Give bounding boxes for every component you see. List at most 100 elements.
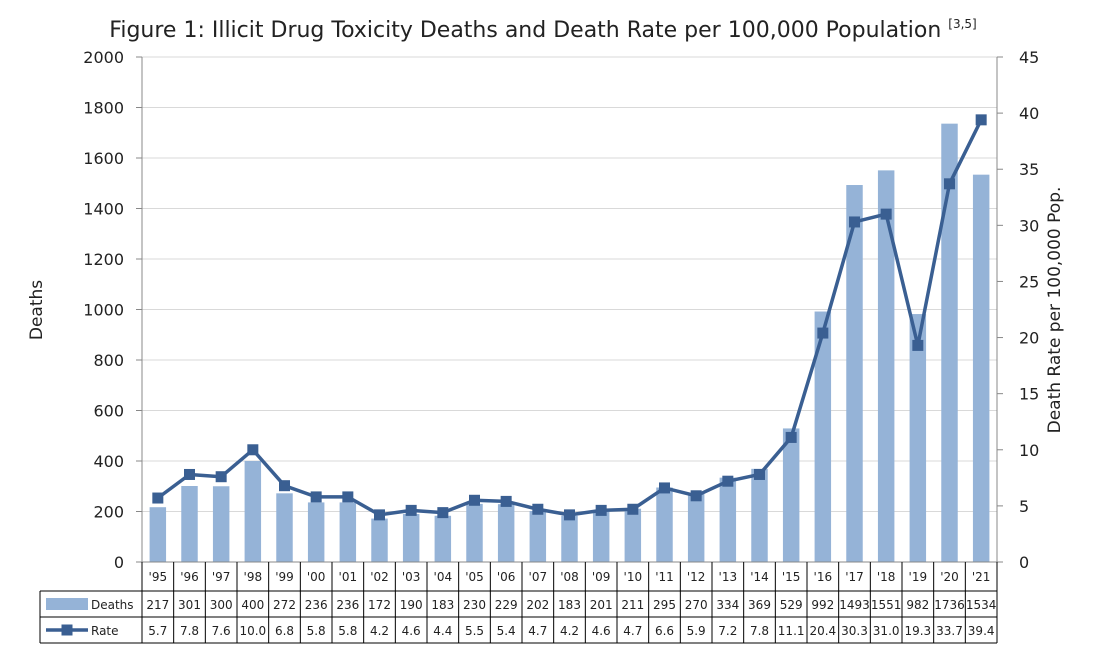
bar (529, 510, 547, 562)
legend-key-deaths (46, 598, 88, 610)
table-cell-rate: 6.8 (275, 624, 294, 638)
table-cell-deaths: 992 (811, 598, 834, 612)
bar (307, 502, 325, 562)
y2-tick-label: 5 (1019, 497, 1029, 516)
y2-axis-title: Death Rate per 100,000 Pop. (1045, 187, 1065, 434)
rate-marker (437, 507, 449, 519)
table-cell-rate: 4.6 (592, 624, 611, 638)
table-cell-deaths: 369 (748, 598, 771, 612)
table-cell-deaths: 295 (653, 598, 676, 612)
x-tick-label: '05 (465, 570, 484, 584)
table-cell-deaths: 229 (495, 598, 518, 612)
table-cell-rate: 5.9 (687, 624, 706, 638)
bar (972, 174, 990, 563)
table-cell-deaths: 183 (558, 598, 581, 612)
y2-tick-label: 30 (1019, 216, 1039, 235)
x-tick-label: '14 (750, 570, 769, 584)
y-tick-label: 0 (114, 553, 124, 572)
table-cell-deaths: 230 (463, 598, 486, 612)
line-series-rate (152, 114, 987, 521)
bar (181, 485, 198, 562)
table-cell-rate: 4.2 (560, 624, 579, 638)
x-tick-label: '17 (845, 570, 864, 584)
y2-tick-label: 40 (1019, 104, 1039, 123)
bar (149, 507, 167, 562)
bar (561, 515, 578, 562)
table-cell-deaths: 202 (526, 598, 549, 612)
bar (846, 185, 863, 562)
x-tick-label: '96 (180, 570, 199, 584)
bar (244, 461, 262, 562)
table-cell-deaths: 1493 (839, 598, 870, 612)
x-tick-label: '02 (370, 570, 389, 584)
legend-key-rate-marker (61, 624, 73, 636)
table-cell-rate: 30.3 (841, 624, 868, 638)
bar (782, 428, 800, 562)
gridlines (142, 56, 997, 512)
x-tick-label: '20 (940, 570, 959, 584)
table-cell-rate: 19.3 (904, 624, 931, 638)
table-cell-deaths: 400 (241, 598, 264, 612)
rate-marker (215, 471, 227, 483)
bar (909, 314, 927, 562)
rate-marker (405, 504, 417, 516)
table-cell-rate: 10.0 (239, 624, 266, 638)
axes: 0 200 400 600 800 1000 1200 1400 1600 1800 2000 0 5 1… (83, 48, 1039, 572)
rate-marker (500, 495, 512, 507)
table-cell-rate: 33.7 (936, 624, 963, 638)
y-tick-label: 1800 (83, 99, 124, 118)
table-cell-rate: 4.6 (402, 624, 421, 638)
x-tick-label: '21 (972, 570, 991, 584)
table-cell-rate: 7.8 (180, 624, 199, 638)
table-cell-deaths: 301 (178, 598, 201, 612)
bar (497, 504, 515, 562)
rate-marker (912, 339, 924, 351)
x-tick-label: '08 (560, 570, 579, 584)
table-cell-rate: 5.8 (338, 624, 357, 638)
table-cell-deaths: 1551 (871, 598, 902, 612)
bar (212, 486, 230, 562)
x-tick-label: '09 (592, 570, 611, 584)
rate-marker (247, 444, 259, 456)
table-cell-deaths: 236 (305, 598, 328, 612)
x-tick-label: '95 (149, 570, 168, 584)
x-tick-label: '10 (624, 570, 643, 584)
data-table: '95 '96 '97 '98 '99 '00 '01 '02 '03 '04 '05 '06 '07 '… (39, 562, 998, 644)
x-tick-label: '00 (307, 570, 326, 584)
x-tick-label: '03 (402, 570, 421, 584)
bar (719, 477, 737, 562)
y-tick-label: 1200 (83, 250, 124, 269)
rate-marker (564, 509, 575, 521)
table-cell-rate: 39.4 (968, 624, 995, 638)
table-cell-deaths: 1534 (966, 598, 997, 612)
bar (877, 170, 895, 562)
table-cell-deaths: 272 (273, 598, 296, 612)
table-cell-rate: 5.7 (148, 624, 167, 638)
table-cell-deaths: 236 (336, 598, 359, 612)
table-cell-rate: 7.6 (212, 624, 231, 638)
x-tick-label: '19 (909, 570, 928, 584)
table-cell-rate: 11.1 (778, 624, 805, 638)
bar-series-deaths (149, 123, 990, 563)
table-cell-rate: 7.2 (718, 624, 737, 638)
rate-marker (659, 482, 670, 494)
table-cell-rate: 4.2 (370, 624, 389, 638)
chart-title-superscript: [3,5] (948, 17, 976, 31)
table-cell-rate: 6.6 (655, 624, 674, 638)
table-cell-rate: 20.4 (809, 624, 836, 638)
y-tick-label: 2000 (83, 48, 124, 67)
y2-tick-label: 0 (1019, 553, 1029, 572)
table-cell-rate: 4.7 (623, 624, 642, 638)
x-tick-label: '12 (687, 570, 706, 584)
rate-marker (754, 468, 765, 480)
table-cell-deaths: 529 (780, 598, 803, 612)
bar (624, 508, 642, 562)
table-cell-rate: 7.8 (750, 624, 769, 638)
bar (434, 515, 452, 562)
table-cell-deaths: 190 (400, 598, 423, 612)
y-tick-label: 600 (93, 402, 124, 421)
table-cell-rate: 5.4 (497, 624, 516, 638)
y-tick-label: 400 (93, 452, 124, 471)
table-cell-deaths: 982 (906, 598, 929, 612)
y-tick-label: 1400 (83, 200, 124, 219)
